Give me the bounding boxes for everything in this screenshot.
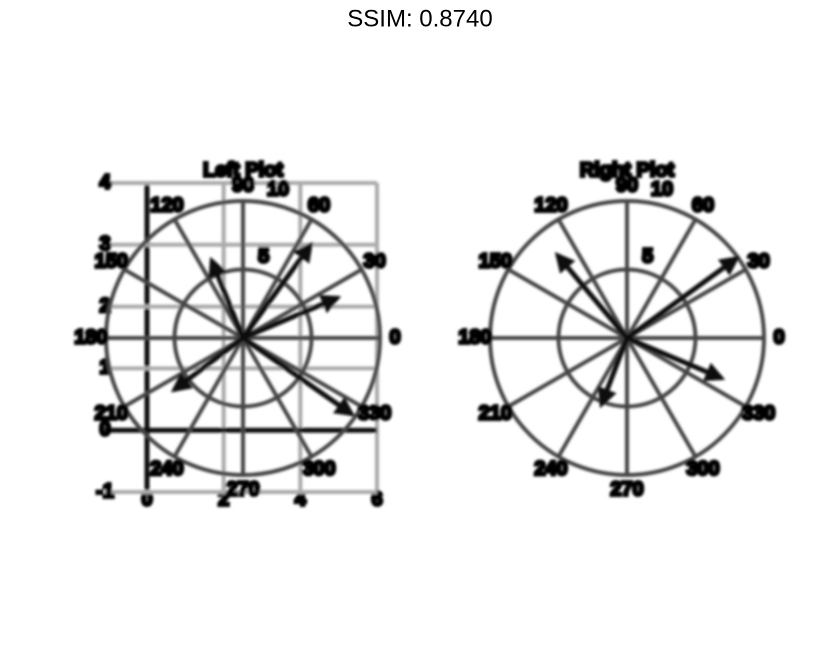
angle-grid: [507, 267, 629, 340]
angle-grid: [123, 336, 245, 409]
angle-label: 330: [742, 402, 775, 424]
arrow: [554, 252, 629, 340]
angle-grid: [241, 336, 314, 458]
angle-label: 0: [389, 326, 400, 348]
angle-grid: [241, 267, 363, 340]
angle-label: 150: [95, 250, 128, 272]
angle-grid: [625, 336, 698, 458]
arrow: [597, 337, 630, 409]
arrow: [241, 335, 356, 417]
angle-label: 180: [74, 326, 107, 348]
angle-grid: [172, 336, 245, 458]
angle-label: 240: [150, 458, 183, 480]
y-tick-label: 3: [99, 233, 110, 255]
arrow: [170, 336, 245, 393]
plot-title: Left Plot: [203, 159, 283, 181]
angle-label: 120: [150, 195, 183, 217]
angle-label: 60: [308, 195, 330, 217]
plots: 0 2 4 6-10123451003060901201501802102402703…: [73, 158, 786, 512]
angle-label: 300: [686, 458, 719, 480]
angle-label: 90: [232, 174, 254, 196]
y-tick-label: 0: [99, 418, 110, 440]
angle-grid: [123, 267, 245, 340]
r-tick-label: 10: [651, 179, 673, 201]
angle-label: 120: [534, 195, 567, 217]
angle-grid: [507, 336, 629, 409]
angle-label: 300: [302, 458, 335, 480]
angle-label: 30: [748, 250, 770, 272]
angle-label: 270: [226, 478, 259, 500]
angle-grid: [626, 336, 747, 409]
angle-label: 240: [534, 458, 567, 480]
angle-label: 210: [95, 402, 128, 424]
angle-label: 270: [610, 478, 643, 500]
y-tick-label: -1: [96, 480, 114, 502]
arrow: [626, 335, 726, 382]
plot-title: Right Plot: [580, 159, 675, 181]
arrow: [242, 294, 342, 341]
r-tick-label: 5: [642, 246, 653, 268]
r-tick-label: 10: [267, 179, 289, 201]
angle-label: 180: [458, 326, 491, 348]
y-tick-label: 4: [99, 171, 111, 193]
arrow: [625, 255, 740, 341]
r-tick-label: 5: [258, 246, 269, 268]
angle-label: 90: [616, 174, 638, 196]
angle-grid: [556, 336, 629, 458]
angle-label: 0: [773, 326, 784, 348]
angle-label: 210: [479, 402, 512, 424]
angle-label: 60: [692, 195, 714, 217]
angle-label: 150: [479, 250, 512, 272]
angle-label: 30: [364, 250, 386, 272]
figure-title: SSIM: 0.8740: [347, 5, 492, 32]
angle-grid: [625, 218, 698, 340]
angle-label: 330: [358, 402, 391, 424]
angle-grid: [556, 218, 629, 340]
arrow: [208, 256, 246, 339]
arrow: [240, 241, 313, 340]
